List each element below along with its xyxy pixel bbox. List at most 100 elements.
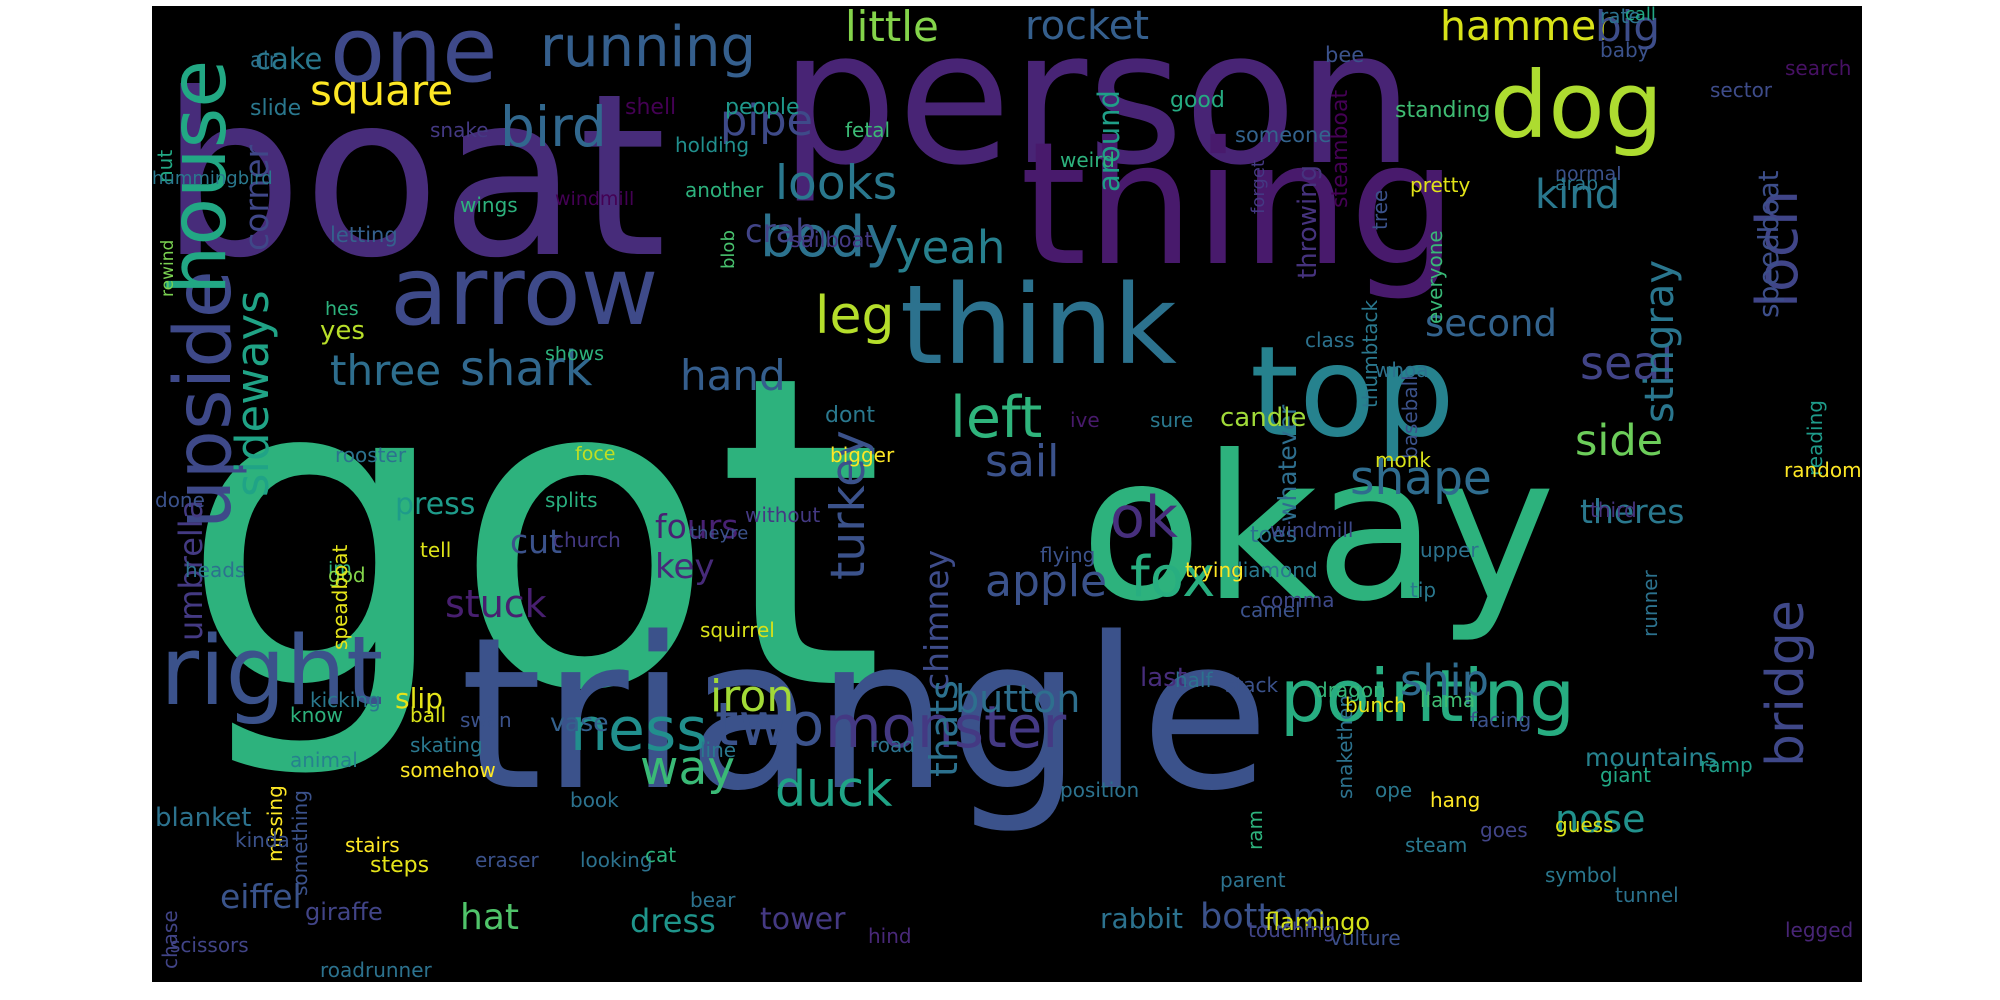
cloud-word: book xyxy=(570,788,619,812)
cloud-word: yes xyxy=(320,316,365,346)
cloud-word: trying xyxy=(1185,558,1244,582)
cloud-word: shape xyxy=(1350,451,1492,506)
cloud-word: looks xyxy=(775,156,898,211)
cloud-word: steps xyxy=(370,853,430,878)
cloud-word: kicking xyxy=(310,688,381,712)
cloud-word: ball xyxy=(410,703,447,727)
cloud-word: left xyxy=(950,385,1043,451)
cloud-word: air xyxy=(250,48,278,72)
cloud-word: vulture xyxy=(1330,926,1401,950)
cloud-word: weird xyxy=(1060,148,1115,172)
cloud-word: square xyxy=(310,66,454,115)
cloud-word: rewind xyxy=(158,239,178,297)
cloud-word: okay xyxy=(1080,413,1556,646)
cloud-word: side xyxy=(1575,416,1664,466)
cloud-word: snake xyxy=(430,118,489,142)
cloud-word: speadboat xyxy=(328,544,352,650)
cloud-word: running xyxy=(540,15,757,80)
cloud-word: ok xyxy=(1110,485,1178,551)
cloud-word: hind xyxy=(868,924,912,948)
cloud-word: bottom xyxy=(1200,897,1327,937)
cloud-word: cut xyxy=(510,522,562,561)
cloud-word: shark xyxy=(460,341,593,397)
cloud-word: corner xyxy=(237,144,276,251)
cloud-word: tunnel xyxy=(1615,883,1679,907)
cloud-word: bee xyxy=(1325,43,1365,67)
cloud-word: triangle xyxy=(460,592,1270,837)
cloud-word: camel xyxy=(1240,598,1301,622)
cloud-word: position xyxy=(1060,778,1140,802)
cloud-word: ive xyxy=(1070,408,1100,432)
cloud-word: three xyxy=(330,346,442,395)
cloud-word: fours xyxy=(655,507,739,546)
cloud-word: big xyxy=(1595,6,1660,51)
cloud-word: ness xyxy=(570,695,708,765)
cloud-word: ship xyxy=(1400,656,1489,706)
cloud-word: sail xyxy=(985,436,1060,487)
cloud-word: bird xyxy=(500,95,607,159)
cloud-word: tell xyxy=(420,538,452,562)
cloud-word: scissors xyxy=(170,933,249,957)
cloud-word: foce xyxy=(575,443,616,465)
cloud-word: key xyxy=(655,547,715,587)
cloud-word: whoa xyxy=(1375,358,1429,382)
cloud-word: bunch xyxy=(1345,693,1407,717)
cloud-word: sailboat xyxy=(790,228,873,252)
cloud-word: people xyxy=(725,95,800,120)
cloud-word: squirrel xyxy=(700,618,775,642)
cloud-word: guess xyxy=(1555,813,1614,837)
cloud-word: top xyxy=(1250,320,1455,465)
cloud-word: flamingo xyxy=(1265,908,1370,936)
cloud-word: half xyxy=(1175,668,1213,692)
cloud-word: thumbtack xyxy=(1358,299,1382,408)
cloud-word: stingray xyxy=(1637,259,1683,423)
cloud-word: steam xyxy=(1405,833,1468,857)
cloud-word: without xyxy=(745,503,821,527)
cloud-word: rate xyxy=(1600,6,1641,28)
cloud-word: boat xyxy=(160,46,667,308)
cloud-word: think xyxy=(900,261,1177,389)
cloud-word: dragon xyxy=(1315,678,1386,702)
cloud-word: something xyxy=(288,790,312,896)
cloud-word: swan xyxy=(460,708,512,732)
cloud-word: right xyxy=(160,617,384,727)
cloud-word: way xyxy=(640,741,736,796)
cloud-word: crab xyxy=(745,212,816,250)
cloud-word: third xyxy=(1590,498,1637,522)
cloud-word: around xyxy=(1092,90,1126,192)
cloud-word: line xyxy=(700,738,737,762)
cloud-word: dress xyxy=(630,902,716,940)
cloud-word: throwing xyxy=(1293,164,1323,279)
cloud-word: iron xyxy=(710,671,795,722)
cloud-word: kind xyxy=(1535,172,1621,218)
cloud-word: rooster xyxy=(335,443,407,467)
cloud-word: class xyxy=(1305,328,1355,352)
cloud-word: hammer xyxy=(1440,6,1614,50)
cloud-word: baseball xyxy=(1398,375,1422,459)
cloud-word: im xyxy=(328,558,352,580)
cloud-word: hat xyxy=(460,897,519,938)
cloud-word: stuck xyxy=(445,582,547,626)
cloud-word: seal xyxy=(1580,336,1674,390)
cloud-word: theyre xyxy=(690,523,749,544)
cloud-word: got xyxy=(180,285,885,785)
cloud-word: normal xyxy=(1555,163,1622,185)
cloud-word: bridge xyxy=(1756,600,1816,767)
cloud-word: heads xyxy=(185,558,246,582)
cloud-word: dont xyxy=(825,403,875,428)
cloud-word: stack xyxy=(1225,673,1279,697)
cloud-word: standing xyxy=(1395,98,1491,123)
cloud-word: person xyxy=(780,6,1415,206)
cloud-word: wings xyxy=(460,193,518,217)
cloud-word: church xyxy=(553,528,621,552)
cloud-word: road xyxy=(870,733,915,757)
cloud-word: llama xyxy=(1420,688,1476,712)
cloud-word: diamond xyxy=(1230,558,1318,582)
cloud-word: another xyxy=(685,178,764,202)
cloud-word: flying xyxy=(1040,543,1096,567)
cloud-word: ope xyxy=(1375,778,1413,802)
cloud-word: body xyxy=(760,205,899,270)
cloud-word: pretty xyxy=(1410,173,1471,197)
cloud-word: tower xyxy=(760,902,846,937)
cloud-word: nose xyxy=(1555,797,1646,841)
